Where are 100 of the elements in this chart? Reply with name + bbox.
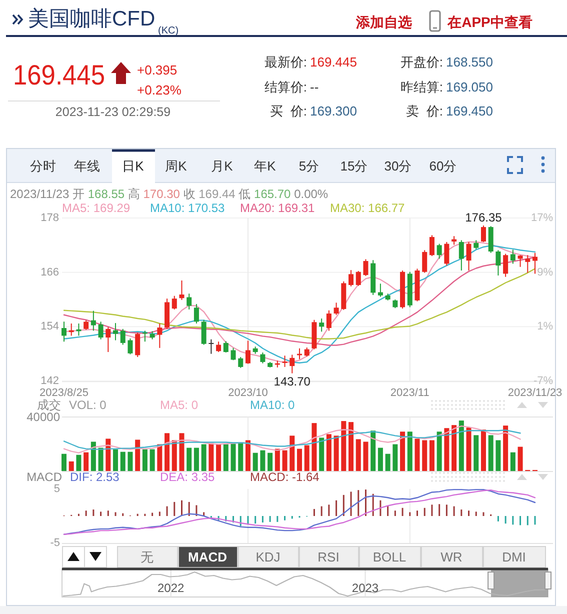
x-tick-label: 2023/11 [390,387,430,399]
bar [194,448,199,471]
text: DIF: 2.53 [70,470,120,484]
bar [429,440,434,471]
bar [422,440,428,471]
bar [62,454,66,471]
candlestick [113,322,118,341]
candlestick [458,240,464,272]
candlestick [363,258,368,276]
text: 周K [165,158,188,174]
text: 5分 [298,158,320,174]
bar [164,433,170,471]
text: DEA: 3.35 [160,470,216,484]
candlestick [503,253,508,278]
y-tick-label: 166 [40,266,59,278]
text: DMI [502,550,526,564]
candlestick [290,354,295,374]
bar [135,440,140,471]
text: 添加自选 [355,14,412,30]
x-tick-label: 2023/10 [228,387,268,399]
candlestick [429,234,434,257]
bar [356,439,361,471]
text: 昨结算: [400,80,443,94]
candlestick [525,254,530,274]
candlestick [186,293,192,310]
bar [76,454,82,471]
candlestick [304,346,310,358]
text: 结算价: [264,80,307,94]
bar [150,449,155,471]
bar [510,452,516,471]
bar [274,448,280,471]
text: MA10: 170.53 [150,201,226,215]
text: 最新价: [264,54,307,70]
bar [179,433,184,471]
text: KDJ [256,550,280,564]
text: 169.300 [310,104,357,118]
bar [245,440,250,471]
bar [496,440,501,471]
bar [172,440,177,471]
text: +0.395 [137,62,178,78]
series-label: MACD: -1.64 [250,470,320,484]
bar [282,450,288,471]
candlestick [201,319,206,346]
y2-tick-label: 17% [530,212,554,224]
bar [466,428,472,471]
text: (KC) [158,26,179,36]
candlestick [260,352,266,364]
candlestick [157,322,162,348]
text: MA20: 169.31 [240,201,316,215]
bar [201,444,206,471]
bar [98,448,104,471]
bar [106,438,111,471]
bar [260,450,266,471]
candlestick [496,250,501,276]
bar [208,443,214,471]
candlestick [326,310,332,332]
text: MACD [188,550,227,564]
text: 2023-11-23 02:29:59 [55,105,171,119]
bar [341,421,346,471]
bar [480,430,486,471]
y2-tick-label: 9% [537,266,554,278]
text: RSI [318,550,340,564]
text: 在APP中查看 [446,14,532,30]
bar [268,452,273,471]
text: 30分 [384,158,412,174]
bar [90,442,96,471]
text: 卖 价: [406,104,443,118]
candlestick [135,332,140,358]
text: 60分 [429,158,457,174]
candlestick [238,356,244,368]
bar [503,426,508,471]
candlestick [422,250,428,274]
y-tick-label: -5 [50,537,60,549]
text: BOLL [372,550,406,564]
candlestick [90,310,96,332]
bar [385,454,390,471]
bar [334,436,339,471]
candlestick [282,355,288,368]
candlestick [436,243,442,260]
candlestick [510,249,516,264]
text: 168.550 [446,54,493,70]
text: VOL: 0 [69,398,107,412]
y-tick-label: 5 [54,483,60,495]
text: MA30: 166.77 [330,201,406,215]
text: 无 [140,550,154,564]
bar [436,432,442,471]
candlestick [319,318,324,332]
bar [216,444,222,471]
chart-title: MACD [26,470,62,484]
text: 买 价: [270,104,307,118]
x-tick-label: 2022 [158,581,185,595]
bar [157,444,162,471]
text: 2023/11/23 开 168.55 高 170.30 收 169.44 低 165.70 0.00% [10,187,328,201]
bar [407,432,412,471]
text: MA10: 0 [250,398,296,412]
bar [252,452,258,471]
text: 169.445 [310,54,357,70]
y-tick-label: 178 [40,212,59,224]
bar [297,448,302,471]
candlestick [128,338,133,355]
